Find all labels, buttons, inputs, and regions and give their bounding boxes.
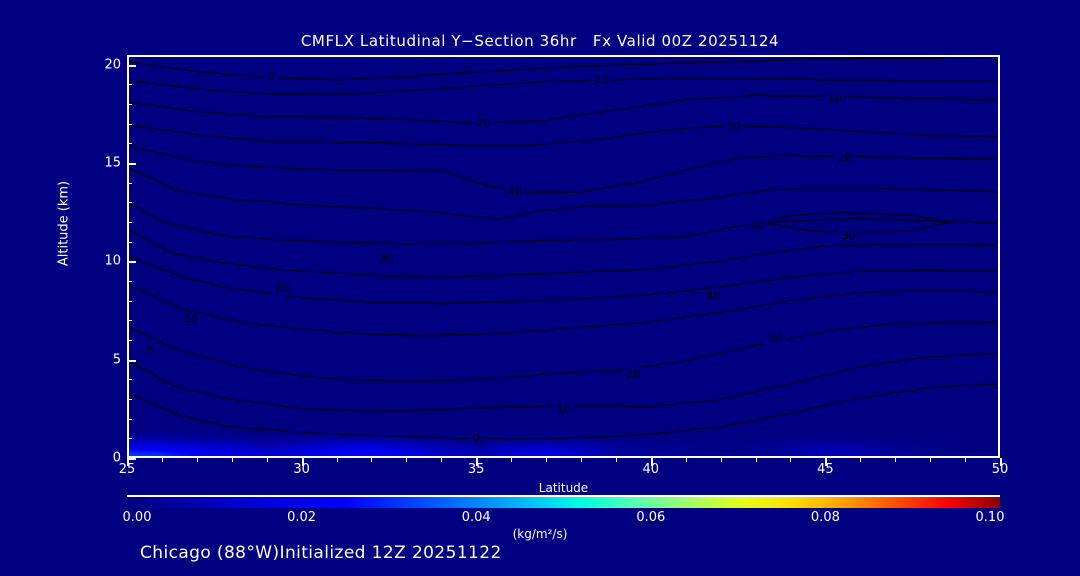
x-tick-mark-minor xyxy=(336,458,338,462)
colorbar xyxy=(127,495,1000,509)
x-axis-tick-labels: 25 30 35 40 45 50 xyxy=(119,462,1009,486)
y-tick-mark-minor xyxy=(127,340,132,342)
x-tick-mark-minor xyxy=(790,458,792,462)
x-tick-mark-minor xyxy=(860,458,862,462)
x-tick-label: 30 xyxy=(293,462,310,477)
y-axis-label: Altitude (km) xyxy=(56,180,72,267)
y-tick-label: 20 xyxy=(104,57,121,73)
contour-canvas xyxy=(129,57,998,456)
colorbar-tick-label: 0.06 xyxy=(636,510,666,525)
x-tick-mark xyxy=(650,458,653,466)
x-tick-mark-minor xyxy=(720,458,722,462)
y-tick-label: 0 xyxy=(112,450,121,466)
x-tick-mark-minor xyxy=(406,458,408,462)
y-tick-mark-minor xyxy=(127,300,132,302)
x-tick-label: 50 xyxy=(991,462,1009,477)
x-tick-mark-minor xyxy=(441,458,443,462)
y-tick-mark-minor xyxy=(127,320,132,322)
colorbar-gradient xyxy=(127,497,1000,508)
y-tick-mark-minor xyxy=(127,399,132,401)
x-tick-mark xyxy=(1000,458,1002,466)
x-tick-mark xyxy=(127,458,129,466)
x-tick-mark-minor xyxy=(231,458,233,462)
colorbar-tick-label: 0.04 xyxy=(461,510,491,525)
y-tick-label: 15 xyxy=(104,155,121,171)
x-tick-mark xyxy=(301,458,304,466)
colorbar-tick-label: 0.02 xyxy=(287,510,317,525)
y-tick-mark xyxy=(127,64,136,67)
x-axis-label: Latitude xyxy=(538,481,589,495)
footer-caption: Chicago (88°W)Initialized 12Z 20251122 xyxy=(140,543,502,563)
x-tick-label: 40 xyxy=(642,462,660,477)
y-tick-mark xyxy=(127,359,136,362)
y-tick-mark xyxy=(127,261,136,264)
x-tick-mark-minor xyxy=(511,458,513,462)
y-tick-mark-minor xyxy=(127,104,132,106)
x-tick-mark-minor xyxy=(266,458,268,462)
colorbar-tick-label: 0.00 xyxy=(122,510,152,525)
colorbar-units-label: (kg/m²/s) xyxy=(512,527,568,541)
x-tick-mark-minor xyxy=(615,458,617,462)
page-title: CMFLX Latitudinal Y−Section 36hr Fx Vali… xyxy=(300,32,780,50)
x-tick-label: 45 xyxy=(817,462,834,477)
x-tick-mark-minor xyxy=(895,458,897,462)
y-tick-label: 10 xyxy=(104,253,121,269)
y-tick-mark-minor xyxy=(127,123,132,125)
x-tick-mark-minor xyxy=(965,458,967,462)
colorbar-tick-label: 0.08 xyxy=(810,510,840,525)
x-tick-label: 35 xyxy=(467,462,485,477)
y-tick-mark-minor xyxy=(127,222,132,224)
x-tick-label: 25 xyxy=(118,462,136,477)
y-tick-mark-minor xyxy=(127,241,132,243)
y-tick-mark xyxy=(127,163,136,166)
x-tick-mark-minor xyxy=(930,458,932,462)
x-tick-mark-minor xyxy=(546,458,548,462)
y-tick-mark-minor xyxy=(127,143,132,145)
y-tick-mark-minor xyxy=(127,438,132,440)
colorbar-tick-label: 0.10 xyxy=(975,510,1005,525)
colorbar-top-rule xyxy=(127,495,1000,497)
y-axis-tick-labels: 0 5 10 15 20 xyxy=(78,55,121,465)
plot-area xyxy=(127,55,1000,458)
x-tick-mark-minor xyxy=(580,458,582,462)
x-tick-mark-minor xyxy=(685,458,687,462)
y-tick-mark-minor xyxy=(127,202,132,204)
x-tick-mark-minor xyxy=(371,458,373,462)
y-tick-mark-minor xyxy=(127,182,132,184)
y-tick-mark-minor xyxy=(127,84,132,86)
y-tick-mark-minor xyxy=(127,281,132,283)
y-tick-label: 5 xyxy=(112,352,121,368)
x-tick-mark-minor xyxy=(161,458,163,462)
y-tick-mark-minor xyxy=(127,379,132,381)
y-tick-mark-minor xyxy=(127,418,132,420)
x-tick-mark xyxy=(825,458,828,466)
x-tick-mark-minor xyxy=(755,458,757,462)
x-tick-mark xyxy=(476,458,479,466)
colorbar-tick-labels: 0.00 0.02 0.04 0.06 0.08 0.10 xyxy=(123,510,1005,528)
x-tick-mark-minor xyxy=(196,458,198,462)
y-tick-mark xyxy=(127,458,136,460)
